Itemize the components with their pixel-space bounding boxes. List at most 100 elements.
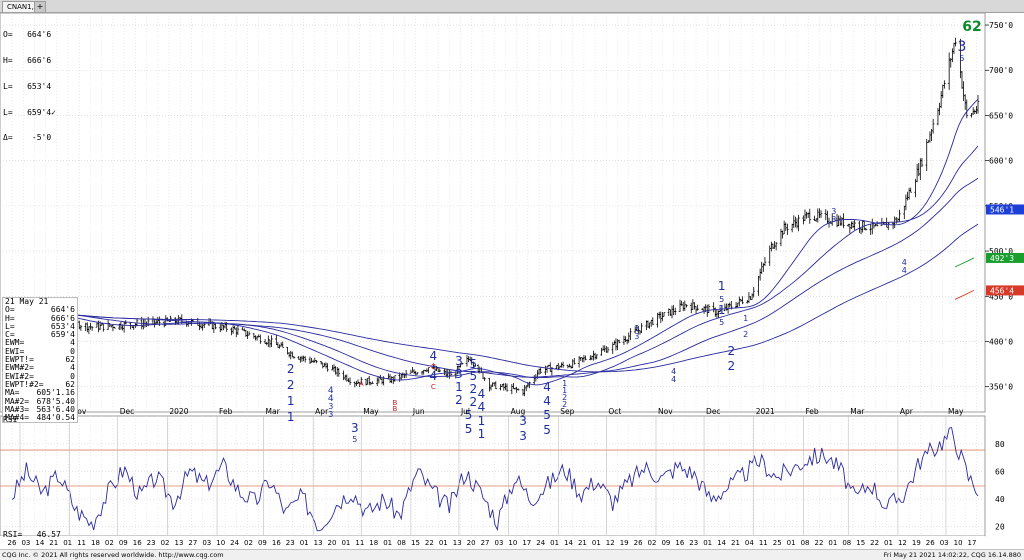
day-label: 16 xyxy=(272,539,281,547)
wave-count-label: 1 xyxy=(718,303,726,317)
month-label: Feb xyxy=(805,407,819,416)
wave-count-label: 2 xyxy=(287,362,295,376)
ohlc-change: Δ= -5'0 xyxy=(3,133,52,143)
y-tick-label: 350'0 xyxy=(989,383,1013,392)
wave-count-label: 1 xyxy=(478,414,486,428)
wave-count-label: 1 xyxy=(718,279,726,293)
day-label: 22 xyxy=(814,539,823,547)
month-label: Feb xyxy=(219,407,233,416)
study-value: 0 xyxy=(70,346,75,356)
wave-count-label: 3 xyxy=(351,421,359,435)
day-label: 02 xyxy=(105,539,114,547)
ohlc-high: H= 666'6 xyxy=(3,55,52,65)
study-row: EWM= 4 xyxy=(3,339,77,348)
day-label: 21 xyxy=(731,539,740,547)
wave-count-label: 5 xyxy=(959,54,964,63)
day-label: 03 xyxy=(202,539,211,547)
wave-count-label: 4 xyxy=(430,349,438,363)
wave-count-label: B xyxy=(392,399,397,407)
study-value: 666'6 xyxy=(50,313,75,323)
y-tick-label: 400'0 xyxy=(989,337,1013,346)
moving-average-line xyxy=(19,177,979,378)
study-row: EWI#2= 0 xyxy=(3,372,77,381)
month-label: Jul xyxy=(460,407,470,416)
studies-date: 21 May 21 xyxy=(5,297,49,306)
study-row: MA#4= 484'0.54 xyxy=(3,413,77,423)
study-row: O= 664'6 xyxy=(3,305,77,314)
day-label: 22 xyxy=(425,539,434,547)
study-row: C= 659'4 xyxy=(3,330,77,339)
wave-count-label: 1 xyxy=(562,379,567,388)
day-label: 01 xyxy=(300,539,309,547)
studies-box: 21 May 21 O= 664'6 H= 666'6 L= 653'4 C= 659'4 EW… xyxy=(2,297,78,424)
study-value: 563'6.40 xyxy=(36,404,75,414)
day-label: 08 xyxy=(397,539,406,547)
day-label: 22 xyxy=(870,539,879,547)
month-label: Mar xyxy=(850,407,865,416)
price-panel-frame xyxy=(0,13,986,413)
wave-count-label: 3 xyxy=(455,354,463,368)
month-label: Dec xyxy=(706,407,721,416)
wave-count-label: 3 xyxy=(519,429,527,443)
wave-count-label: 1 xyxy=(287,410,295,424)
day-label: 10 xyxy=(954,539,963,547)
day-label: 17 xyxy=(968,539,977,547)
study-key: MA= xyxy=(5,388,20,398)
day-label: 01 xyxy=(787,539,796,547)
wave-count-label: 3 xyxy=(634,324,639,333)
day-label: 18 xyxy=(91,539,100,547)
wave-count-label: 4 xyxy=(671,367,676,376)
day-label: 15 xyxy=(856,539,865,547)
marker-trail xyxy=(954,257,975,268)
wave-count-label: 3 xyxy=(455,367,463,381)
day-label: 01 xyxy=(828,539,837,547)
day-label: 13 xyxy=(314,539,323,547)
y-tick-label: 650'0 xyxy=(989,111,1013,120)
wave-count-label: 3 xyxy=(958,39,967,55)
day-label: 26 xyxy=(8,539,17,547)
study-row: MA#2= 678'5.40 xyxy=(3,397,77,406)
ohlc-last: L= 659'4✓ xyxy=(3,107,56,117)
month-label: May xyxy=(363,407,379,416)
rsi-value: RSI= 46.57 xyxy=(3,530,61,539)
time-axis: OctNovDec2020FebMarAprMayJunJulAugSepOct… xyxy=(0,407,985,548)
add-tab-button[interactable]: + xyxy=(34,1,46,13)
study-row: EWI= 0 xyxy=(3,346,77,356)
month-label: Jun xyxy=(412,407,425,416)
month-label: Apr xyxy=(315,407,329,416)
wave-count-label: A xyxy=(359,380,364,388)
price-marker xyxy=(986,252,1024,263)
study-row: H= 666'6 xyxy=(3,313,77,323)
rsi-tick-label: 80 xyxy=(995,440,1005,449)
month-label: Apr xyxy=(900,407,914,416)
day-label: 13 xyxy=(174,539,183,547)
day-label: 08 xyxy=(842,539,851,547)
price-marker-label: 546'1 xyxy=(990,205,1014,214)
rsi-line xyxy=(11,426,979,532)
chart-area[interactable]: 2211443335ABB4C4C33125522441155334455112… xyxy=(0,13,1024,549)
wave-count-label: 2 xyxy=(287,378,295,392)
rsi-tick-label: 40 xyxy=(995,495,1005,504)
month-label: Dec xyxy=(120,407,135,416)
day-label: 27 xyxy=(188,539,197,547)
study-key: EWI= xyxy=(5,346,25,356)
day-label: 16 xyxy=(675,539,684,547)
status-footer: CQG Inc. © 2021 All rights reserved worl… xyxy=(0,549,1024,560)
study-key: EWM#2= xyxy=(5,363,34,373)
rsi-panel: 80 60 40 20 xyxy=(0,426,1005,532)
study-value: 484'0.54 xyxy=(36,413,75,423)
wave-count-label: 5 xyxy=(465,408,473,422)
wave-count-label: 4 xyxy=(902,258,907,267)
day-label: 01 xyxy=(884,539,893,547)
wave-count-label: 2 xyxy=(743,330,748,339)
y-tick-label: 700'0 xyxy=(989,66,1013,75)
price-marker xyxy=(986,285,1024,296)
time-axis-bg xyxy=(0,536,985,548)
study-key: EWPT!= xyxy=(5,355,34,365)
y-tick-label: 750'0 xyxy=(989,21,1013,30)
moving-average-line xyxy=(19,98,979,386)
day-label: 14 xyxy=(717,539,726,547)
price-marker-label: 492'3 xyxy=(990,254,1014,263)
month-label: 2021 xyxy=(756,407,775,416)
ohlc-open: O= 664'6 xyxy=(3,30,52,40)
